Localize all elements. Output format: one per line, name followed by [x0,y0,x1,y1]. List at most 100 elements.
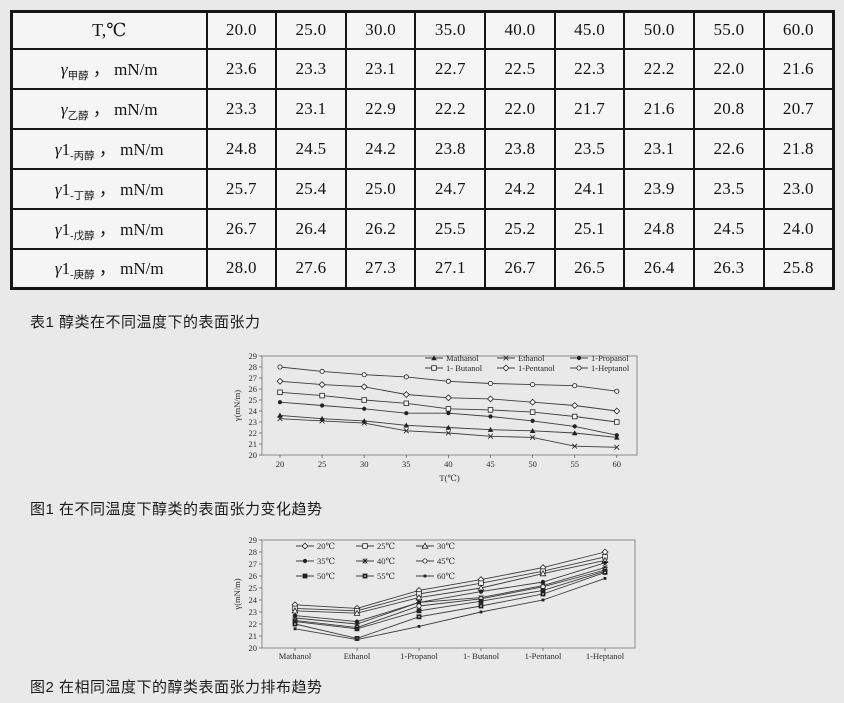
diamond-open-marker [487,395,494,403]
table-cell: 21.6 [623,87,696,130]
table-cell: 21.6 [762,47,835,90]
dot-marker [417,625,421,628]
x-marker [503,355,509,361]
y-tick-label: 29 [249,535,258,545]
figure1: 20 21 22 23 24 25 26 27 28 29 20 25 30 35 40 45 50 55 60 T(… [230,346,670,497]
row-label-cell: γ乙醇 ， mN/m [10,87,208,130]
circle-filled-marker [320,403,325,408]
circle-filled-marker [277,400,283,405]
table-cell: 25.2 [484,207,556,250]
table-cell: 26.5 [553,247,626,290]
table-cell: 22.7 [414,47,487,90]
square-filled-marker [540,588,546,593]
square-open-marker [319,392,325,399]
x-marker [277,416,283,422]
table-cell: 25.4 [275,167,347,210]
table-header-cell: 40.0 [484,10,556,50]
diamond-open-marker [276,377,284,385]
legend-label: 1-Propanol [591,353,629,363]
table-cell: 23.9 [623,167,696,210]
dot-marker [541,598,545,602]
series-line [294,559,606,614]
x-tick-label: 50 [528,459,537,469]
table-cell: 22.0 [693,47,765,90]
table-cell: 26.2 [344,207,417,250]
table-cell: 25.7 [205,167,278,210]
series-line [294,567,606,625]
x-marker [445,430,452,436]
x-marker [614,444,620,450]
diamond-open-marker [601,548,609,556]
triangle-filled-marker [571,430,578,436]
legend-label: 35℃ [317,556,335,566]
x-axis-title: T(℃) [439,473,460,483]
dot-marker [423,574,427,578]
circle-open-marker [319,368,325,374]
square-filled-dot-marker [364,575,366,577]
row-label-cell: γ1-戊醇 ， mN/m [10,207,208,250]
square-open-marker [431,365,437,371]
x-tick-label: Mathanol [279,651,312,661]
circle-open-marker [403,374,409,380]
circle-filled-marker [576,355,582,361]
y-tick-label: 21 [249,439,258,449]
table-cell: 24.5 [275,127,347,170]
series-line [294,562,606,623]
dot-marker [293,627,297,631]
x-tick-label: 35 [402,459,411,469]
circle-filled-marker [572,424,577,429]
table-cell: 25.0 [344,167,417,210]
y-tick-label: 24 [249,595,258,605]
square-open-marker [614,419,620,425]
legend-label: 1-Heptanol [591,363,630,373]
table-cell: 24.8 [205,127,278,170]
diamond-open-marker [318,381,326,389]
x-marker [572,443,578,449]
series-line [294,571,606,639]
table-cell: 26.7 [484,247,556,290]
table-cell: 21.8 [762,127,835,170]
table-cell: 26.7 [205,207,278,250]
x-tick-label: 30 [360,459,369,469]
table-row: γ乙醇 ， mN/m 23.3 23.1 22.9 22.2 22.0 21.7 21.6 20… [10,87,835,130]
square-filled-marker [292,619,298,624]
triangle-filled-marker [431,355,437,361]
asterisk-marker [354,621,360,627]
table-cell: 23.8 [484,127,556,170]
circle-open-marker [277,364,283,370]
series-line [294,556,606,612]
table-cell: 25.1 [553,207,626,250]
y-tick-label: 28 [249,362,258,372]
table-header-cell: 55.0 [693,10,765,50]
table-cell: 26.4 [623,247,696,290]
circle-open-marker [445,378,451,384]
legend-label: 25℃ [377,541,395,551]
circle-open-marker [361,372,367,378]
asterisk-marker [416,599,422,606]
x-tick-label: 25 [318,459,327,469]
x-tick-label: 1-Heptanol [586,651,625,661]
diamond-open-marker [402,391,410,398]
x-tick-label: 1-Propanol [400,651,438,661]
square-open-marker [361,397,367,403]
y-tick-label: 24 [249,406,258,416]
series-line [294,569,606,629]
table-header-cell: 50.0 [623,10,696,50]
legend-label: 60℃ [437,571,455,581]
table-cell: 26.3 [693,247,765,290]
legend-label: 40℃ [377,556,395,566]
table-cell: 23.0 [762,167,835,210]
figure1-caption: 图1 在不同温度下醇类的表面张力变化趋势 [30,501,323,518]
square-filled-dot-marker [542,593,544,595]
square-open-marker [362,543,368,549]
dot-marker [603,577,607,580]
x-marker [487,433,494,439]
table-cell: 23.5 [553,127,626,170]
table-row: γ1-丙醇 ， mN/m 24.8 24.5 24.2 23.8 23.8 23.5 23.1… [10,127,835,170]
y-tick-label: 27 [249,373,258,383]
circle-open-marker [614,388,620,394]
y-tick-label: 23 [249,417,258,427]
row-label-cell: γ1-庚醇 ， mN/m [10,247,208,290]
